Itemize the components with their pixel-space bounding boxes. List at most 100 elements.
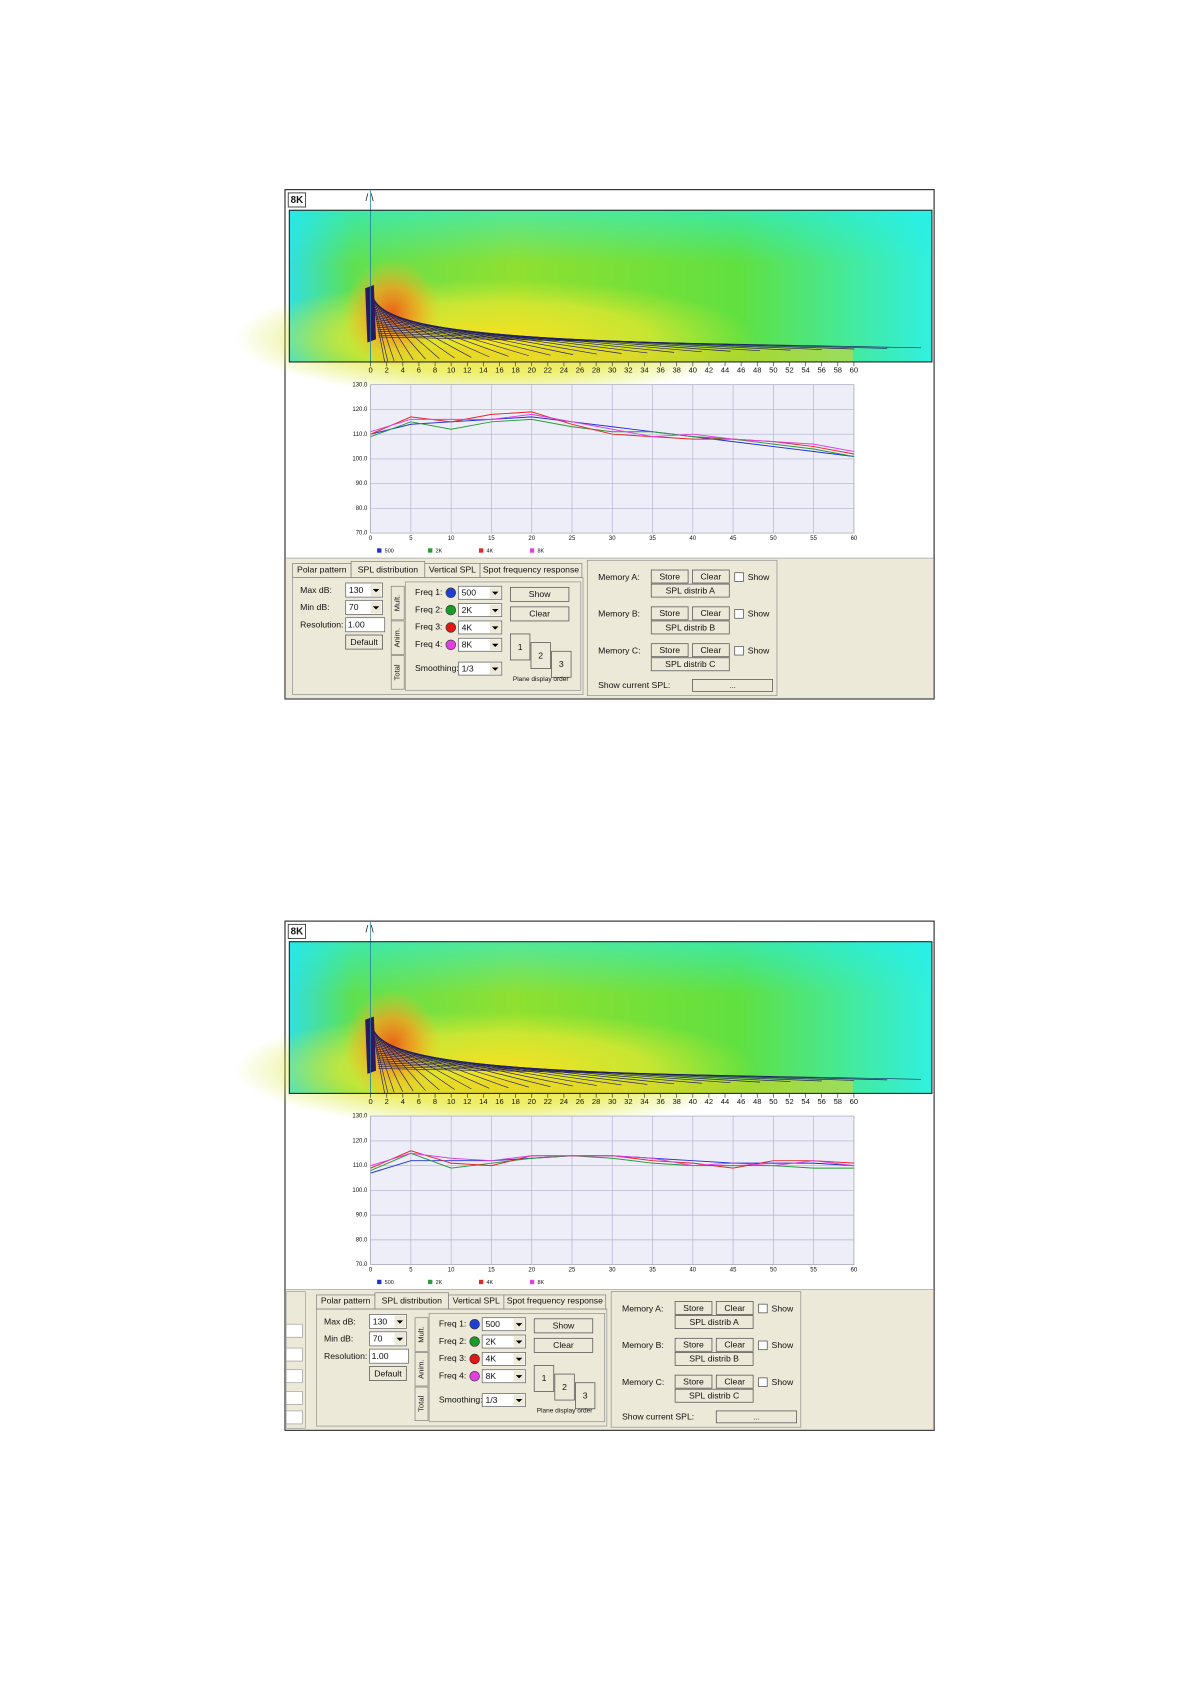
- show-button-text: Show: [529, 589, 551, 599]
- show-current-button[interactable]: [692, 679, 774, 692]
- show-checkbox[interactable]: [734, 609, 744, 619]
- order-button[interactable]: [575, 1382, 596, 1410]
- order-button[interactable]: [533, 1365, 555, 1392]
- distrib-button[interactable]: [674, 1315, 754, 1329]
- ruler-label: 44: [721, 1097, 729, 1106]
- store-button-text: Store: [683, 1340, 704, 1350]
- show-label: Show: [772, 1377, 794, 1387]
- x-tick-label: 35: [649, 1268, 656, 1274]
- y-tick-label: 80.0: [356, 1237, 368, 1243]
- clear-button-text: Clear: [701, 571, 722, 581]
- freq-label: Freq 1:: [415, 587, 442, 597]
- side-tab[interactable]: [414, 1352, 429, 1387]
- resolution-input[interactable]: [369, 1348, 409, 1364]
- clear-button[interactable]: [692, 643, 730, 658]
- show-label: Show: [772, 1340, 794, 1350]
- y-tick-label: 130.0: [352, 1114, 368, 1120]
- freq-select-value: 2K: [485, 1336, 496, 1346]
- memory-label: Memory C:: [598, 646, 640, 656]
- ruler-label: 42: [705, 366, 713, 375]
- show-button[interactable]: [533, 1318, 594, 1334]
- order-button[interactable]: [510, 633, 531, 661]
- side-tab-label: Anim.: [393, 628, 402, 647]
- distrib-button[interactable]: [674, 1388, 754, 1403]
- ruler-label: 16: [495, 366, 503, 375]
- panel: / \8K0 2 4 6 8 10 12 14 16 18 20 22 24 26 28 30 32 34 36 38…: [235, 920, 935, 1431]
- clear-button[interactable]: [715, 1337, 754, 1352]
- distrib-button-text: SPL distrib A: [689, 1317, 738, 1327]
- max-db-value: 130: [349, 585, 364, 595]
- memory-label: Memory B:: [622, 1340, 664, 1350]
- clear-button[interactable]: [692, 606, 730, 621]
- show-checkbox[interactable]: [758, 1340, 768, 1351]
- legend-swatch: [478, 548, 484, 553]
- freq-dot: [469, 1319, 480, 1330]
- clear-button[interactable]: [533, 1337, 594, 1353]
- order-button[interactable]: [530, 642, 551, 669]
- x-tick-label: 60: [851, 536, 858, 542]
- label: Resolution:: [300, 620, 343, 630]
- store-button[interactable]: [674, 1301, 713, 1315]
- resolution-input[interactable]: [345, 617, 386, 633]
- side-tab[interactable]: [390, 655, 405, 690]
- clear-button[interactable]: [692, 569, 730, 584]
- freq-label: Freq 2:: [415, 604, 442, 614]
- ruler-label: 30: [608, 366, 616, 375]
- distrib-button[interactable]: [650, 583, 730, 598]
- freq-select-arrow-icon: [491, 609, 499, 613]
- tab-body: [292, 577, 584, 695]
- clear-button[interactable]: [715, 1301, 754, 1315]
- store-button[interactable]: [674, 1374, 713, 1389]
- store-button[interactable]: [674, 1337, 713, 1352]
- x-tick-label: 15: [488, 1268, 495, 1274]
- show-checkbox[interactable]: [734, 572, 744, 582]
- ruler-label: 0: [368, 1097, 372, 1106]
- show-checkbox[interactable]: [758, 1377, 768, 1387]
- default-button[interactable]: [345, 634, 383, 650]
- y-tick-label: 130.0: [352, 382, 368, 388]
- distrib-button[interactable]: [650, 657, 730, 672]
- show-current-button[interactable]: [715, 1410, 797, 1424]
- freq-label: Freq 3:: [415, 622, 442, 632]
- x-tick-label: 5: [409, 536, 413, 542]
- order-button-text: 1: [518, 642, 523, 652]
- distrib-button[interactable]: [650, 620, 730, 635]
- distrib-button[interactable]: [674, 1352, 754, 1366]
- x-tick-label: 10: [448, 536, 455, 542]
- freq-select-value: 8K: [485, 1371, 496, 1381]
- side-field: [285, 1391, 303, 1405]
- store-button[interactable]: [650, 569, 689, 584]
- side-tab[interactable]: [390, 620, 405, 655]
- store-button[interactable]: [650, 606, 689, 621]
- store-button[interactable]: [650, 643, 689, 658]
- heatmap-label: 8K: [291, 927, 303, 938]
- order-button[interactable]: [551, 650, 572, 678]
- order-button[interactable]: [554, 1373, 575, 1401]
- show-button[interactable]: [510, 586, 570, 602]
- clear-button-text: Clear: [701, 608, 722, 618]
- clear-button[interactable]: [715, 1374, 754, 1389]
- side-tab[interactable]: [414, 1386, 429, 1421]
- default-button[interactable]: [369, 1366, 407, 1381]
- legend-label: 2K: [436, 548, 443, 554]
- label: Min dB:: [324, 1334, 353, 1344]
- y-tick-label: 70.0: [356, 1262, 368, 1268]
- side-tab[interactable]: [390, 585, 405, 621]
- y-tick-label: 70.0: [356, 531, 368, 537]
- show-checkbox[interactable]: [758, 1303, 768, 1314]
- series-line: [370, 418, 854, 457]
- ruler-label: 42: [705, 1097, 713, 1106]
- legend-swatch: [529, 1279, 535, 1285]
- distrib-button-text: SPL distrib C: [665, 659, 715, 669]
- memory-label: Memory A:: [622, 1303, 663, 1313]
- side-tab-label: Total: [393, 664, 402, 680]
- side-field: [285, 1369, 303, 1384]
- clear-button[interactable]: [510, 606, 570, 622]
- y-tick-label: 80.0: [356, 506, 368, 512]
- show-checkbox[interactable]: [734, 646, 744, 656]
- tab-label: Polar pattern: [297, 564, 347, 574]
- ruler-label: 40: [689, 1097, 697, 1106]
- ruler-label: 40: [689, 366, 697, 375]
- side-tab[interactable]: [414, 1317, 429, 1352]
- ruler-label: 32: [624, 1097, 632, 1106]
